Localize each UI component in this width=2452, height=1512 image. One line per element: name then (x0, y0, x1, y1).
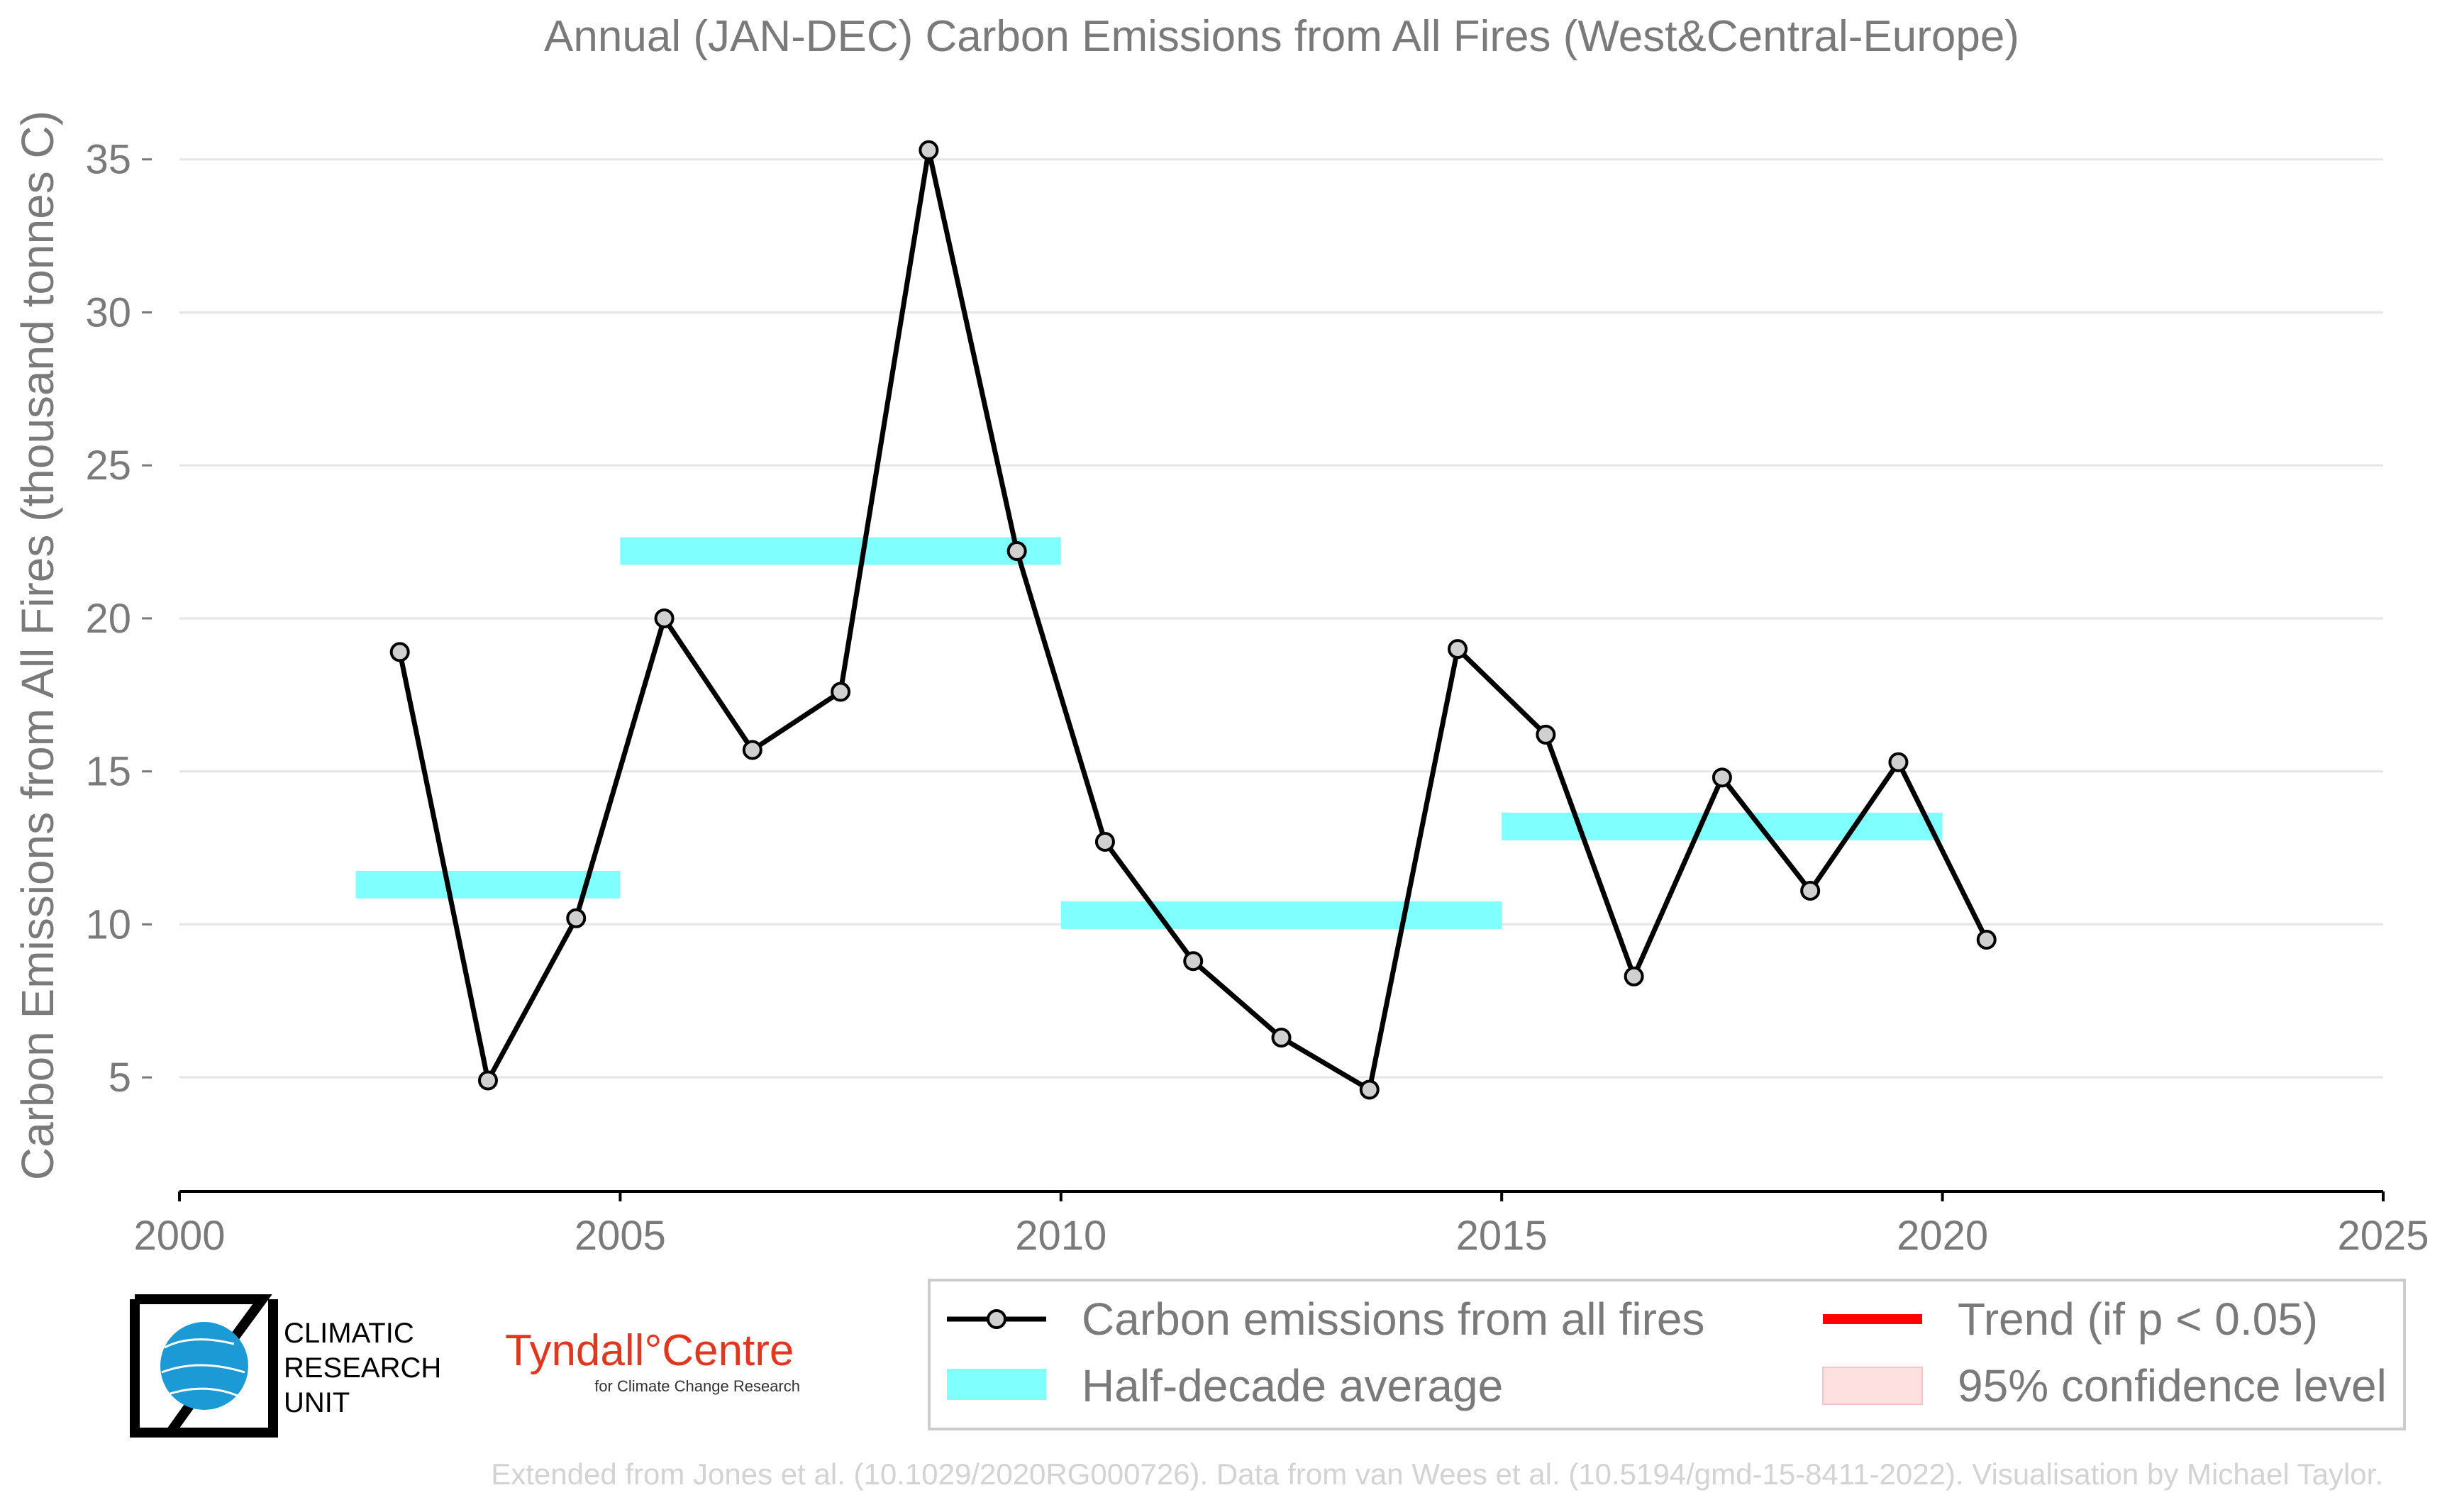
legend-label-confidence: 95% confidence level (1958, 1360, 2387, 1411)
y-tick-label: 30 (85, 289, 131, 335)
y-tick-label: 5 (109, 1055, 131, 1101)
cru-frame-top (135, 1294, 272, 1351)
cru-line-1: CLIMATIC (284, 1318, 414, 1349)
legend-marker-swatch (987, 1309, 1006, 1329)
emissions-series (389, 140, 1997, 1100)
data-point (1624, 966, 1644, 986)
data-point (1359, 1079, 1380, 1100)
data-point (389, 642, 410, 662)
legend-half-decade-swatch (947, 1369, 1046, 1400)
legend-confidence-swatch (1822, 1367, 1923, 1405)
emissions-line (397, 148, 1989, 1092)
data-point (1976, 930, 1997, 950)
y-tick-label: 25 (85, 443, 131, 489)
y-tick-label: 15 (85, 749, 131, 795)
half-decade-bar (355, 870, 621, 899)
data-point (919, 140, 939, 160)
chart-title: Annual (JAN-DEC) Carbon Emissions from A… (544, 12, 2019, 61)
data-point (742, 740, 762, 760)
cru-frame-right (160, 1299, 278, 1438)
half-decade-bands (355, 537, 1943, 929)
y-tick-label: 35 (85, 137, 131, 183)
legend-frame (928, 1279, 2406, 1430)
data-point (1183, 951, 1204, 972)
half-decade-bar (620, 537, 1061, 565)
x-tick-label: 2000 (133, 1213, 225, 1259)
x-tick-label: 2025 (2337, 1213, 2429, 1259)
data-point (831, 682, 851, 702)
legend: Carbon emissions from all fires Trend (i… (928, 1279, 2406, 1430)
x-tick-label: 2010 (1015, 1213, 1106, 1259)
y-tick-label: 10 (85, 901, 131, 947)
data-point (1800, 880, 1821, 901)
x-tick-label: 2020 (1897, 1213, 1988, 1259)
data-point (1271, 1028, 1292, 1048)
y-axis-ticks: 5 10 15 20 25 30 35 (85, 137, 152, 1101)
legend-trend-swatch (1823, 1314, 1922, 1324)
data-point (1094, 831, 1115, 852)
data-point (1536, 724, 1556, 745)
cru-line-2: RESEARCH (284, 1352, 441, 1384)
globe-lines-icon (161, 1338, 245, 1397)
half-decade-bar (1060, 901, 1502, 929)
legend-label-emissions: Carbon emissions from all fires (1082, 1294, 1705, 1345)
footer-credit: Extended from Jones et al. (10.1029/2020… (491, 1457, 2383, 1491)
cru-logo: CLIMATIC RESEARCH UNIT (130, 1294, 441, 1438)
half-decade-bar (1502, 812, 1943, 840)
gridlines (179, 158, 2383, 1079)
data-point (1448, 639, 1468, 660)
data-point (654, 608, 675, 628)
tyndall-logo: Tyndall°Centre for Climate Change Resear… (505, 1326, 800, 1395)
x-axis: 2000 2005 2010 2015 2020 2025 (133, 1190, 2429, 1259)
data-point (1006, 541, 1027, 562)
data-point (1888, 752, 1909, 772)
y-axis-label: Carbon Emissions from All Fires (thousan… (12, 111, 63, 1180)
x-tick-label: 2015 (1456, 1213, 1548, 1259)
tyndall-title: Tyndall°Centre (505, 1326, 794, 1375)
data-point (566, 908, 587, 928)
data-point (1712, 767, 1732, 788)
cru-frame-left (130, 1299, 170, 1438)
legend-label-half-decade: Half-decade average (1082, 1360, 1503, 1411)
x-tick-label: 2005 (575, 1213, 666, 1259)
tyndall-subtitle: for Climate Change Research (594, 1377, 800, 1395)
cru-line-3: UNIT (284, 1387, 350, 1418)
data-point (477, 1070, 498, 1091)
legend-label-trend: Trend (if p < 0.05) (1958, 1294, 2318, 1345)
y-tick-label: 20 (85, 596, 131, 642)
